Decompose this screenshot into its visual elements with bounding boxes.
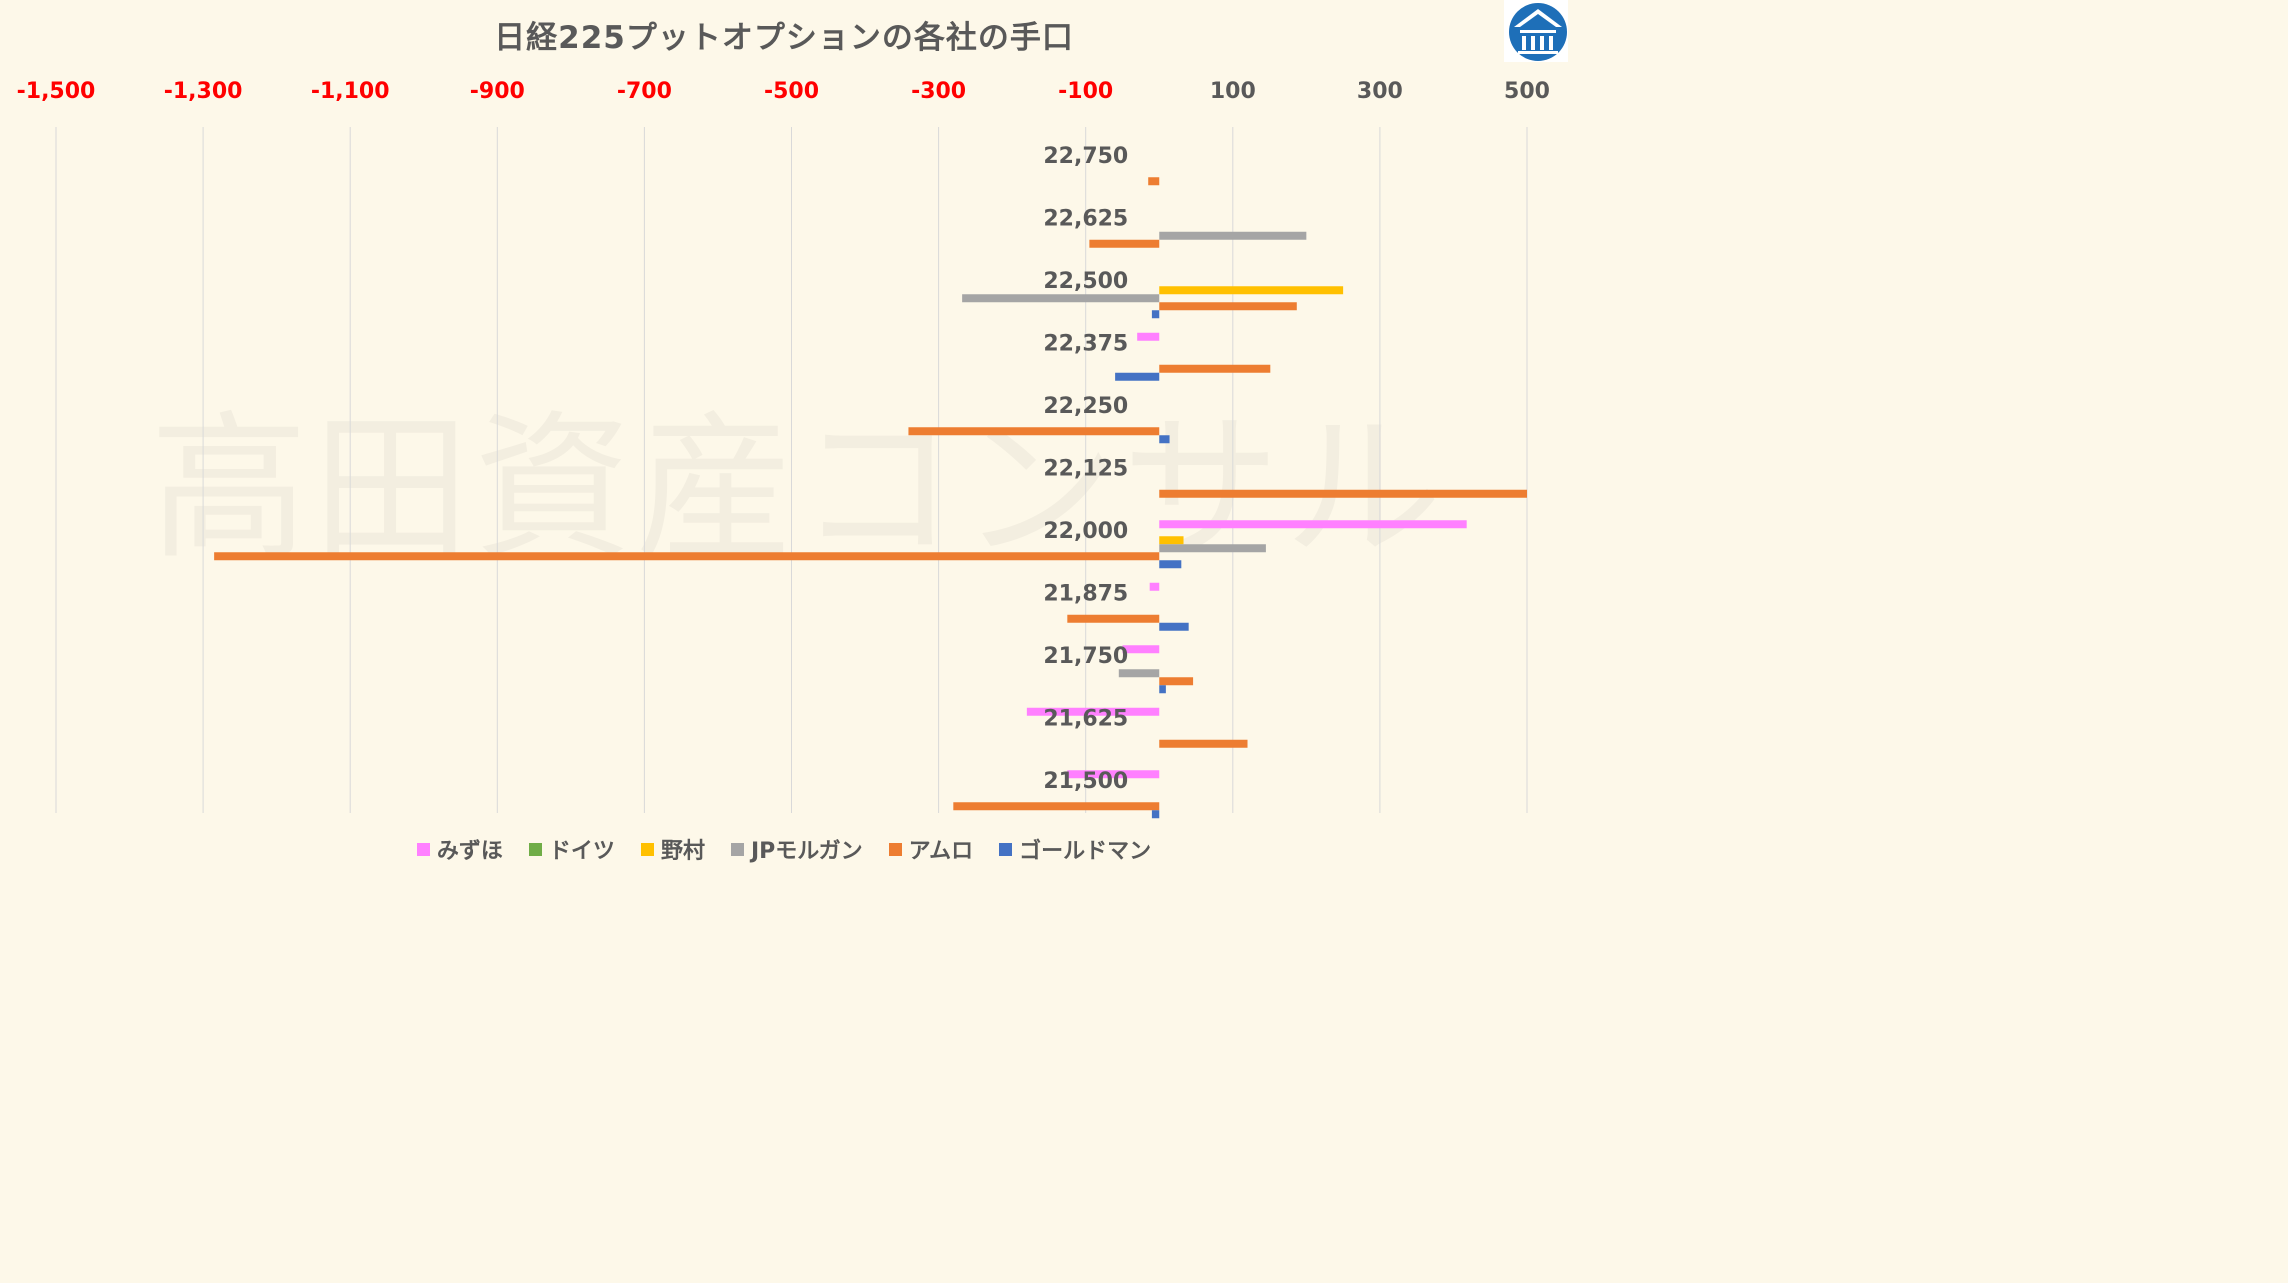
category-label: 21,625 xyxy=(1043,707,1128,732)
bar xyxy=(1159,622,1189,631)
x-tick-label: 300 xyxy=(1357,79,1403,104)
legend-label: アムロ xyxy=(908,839,974,864)
legend-label: みずほ xyxy=(436,839,503,864)
bar-chart: -1,500 -1,300 -1,100 -900 -700 -500 -300 -100 10… xyxy=(17,79,1550,819)
x-tick-label: 100 xyxy=(1210,79,1256,104)
bar xyxy=(1149,582,1160,591)
building-logo-icon xyxy=(1504,0,1568,62)
bar xyxy=(1159,560,1182,569)
category-label: 21,750 xyxy=(1043,644,1128,669)
x-tick-label: -1,100 xyxy=(311,79,390,104)
bar xyxy=(1159,286,1344,295)
legend-item: ドイツ xyxy=(528,833,615,865)
x-tick-label: -900 xyxy=(470,79,525,104)
bar xyxy=(1159,739,1248,748)
legend-swatch xyxy=(730,842,744,856)
bar xyxy=(1122,645,1160,654)
bar xyxy=(1159,435,1170,444)
bar xyxy=(1118,669,1160,678)
legend: みずほ ドイツ 野村 JPモルガン アムロ ゴールドマン xyxy=(0,833,1568,865)
legend-item: ゴールドマン xyxy=(999,833,1151,865)
x-tick-label: 500 xyxy=(1504,79,1550,104)
legend-swatch xyxy=(640,842,654,856)
legend-swatch xyxy=(888,842,902,856)
legend-item: 野村 xyxy=(640,833,705,865)
bar xyxy=(1067,614,1160,623)
x-tick-label: -300 xyxy=(911,79,966,104)
category-label: 22,625 xyxy=(1043,207,1128,232)
chart-title: 日経225プットオプションの各社の手口 xyxy=(494,20,1074,56)
bar xyxy=(1137,332,1160,341)
legend-swatch xyxy=(416,842,430,856)
x-tick-label: -500 xyxy=(764,79,819,104)
category-label: 22,750 xyxy=(1043,144,1128,169)
legend-label: JPモルガン xyxy=(750,839,863,864)
legend-swatch xyxy=(528,842,542,856)
bar xyxy=(1067,770,1160,779)
bar xyxy=(1159,536,1184,545)
bar xyxy=(1159,677,1194,686)
bars xyxy=(214,177,1527,819)
bar xyxy=(1159,520,1467,529)
legend-item: アムロ xyxy=(888,833,974,865)
bar xyxy=(1026,707,1160,716)
bar xyxy=(214,552,1160,561)
category-labels: 22,750 22,625 22,500 22,375 22,250 22,125 22,0… xyxy=(1043,144,1128,794)
bar xyxy=(1151,810,1160,819)
category-label: 21,500 xyxy=(1043,769,1128,794)
legend-label: ドイツ xyxy=(548,839,615,864)
bar xyxy=(962,294,1160,303)
bar xyxy=(1159,685,1166,694)
legend-label: 野村 xyxy=(660,839,705,864)
bar xyxy=(1159,364,1271,373)
legend-swatch xyxy=(999,842,1013,856)
x-tick-label: -1,300 xyxy=(164,79,243,104)
category-label: 21,875 xyxy=(1043,582,1128,607)
x-tick-label: -700 xyxy=(617,79,672,104)
category-label: 22,250 xyxy=(1043,394,1128,419)
grid-lines xyxy=(55,127,1528,813)
bar xyxy=(1089,239,1160,248)
bar xyxy=(1151,310,1160,319)
bar xyxy=(1148,177,1160,186)
bar xyxy=(1159,544,1266,553)
category-label: 22,000 xyxy=(1043,519,1128,544)
bar xyxy=(1159,231,1307,240)
bar xyxy=(1115,372,1160,381)
legend-item: JPモルガン xyxy=(730,833,863,865)
bar xyxy=(953,802,1160,811)
x-tick-label: -1,500 xyxy=(17,79,96,104)
x-tick-label: -100 xyxy=(1058,79,1113,104)
category-label: 22,125 xyxy=(1043,457,1128,482)
bar xyxy=(1159,302,1297,311)
category-label: 22,375 xyxy=(1043,332,1128,357)
category-label: 22,500 xyxy=(1043,269,1128,294)
bar xyxy=(1159,489,1527,498)
legend-item: みずほ xyxy=(416,833,503,865)
x-axis-ticks: -1,500 -1,300 -1,100 -900 -700 -500 -300 -100 10… xyxy=(17,79,1550,104)
bar xyxy=(908,427,1160,436)
legend-label: ゴールドマン xyxy=(1019,839,1152,864)
